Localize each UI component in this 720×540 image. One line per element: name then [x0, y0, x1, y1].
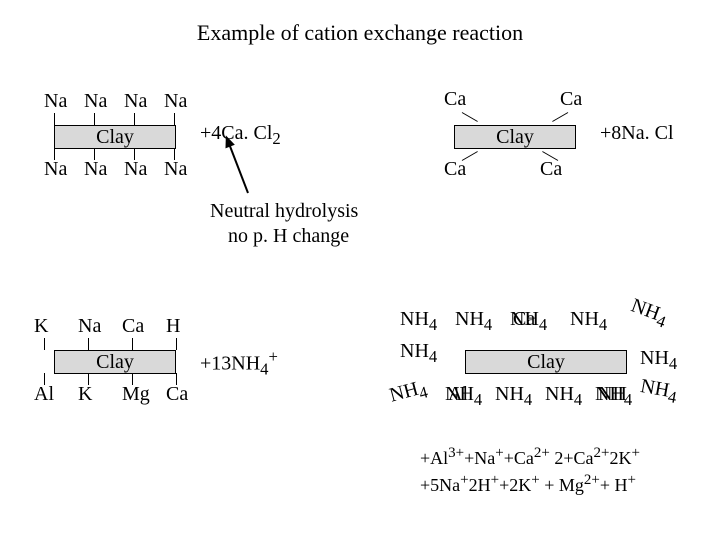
tick	[44, 373, 45, 385]
tick	[134, 148, 135, 160]
ion-label: Ca	[166, 383, 188, 406]
ion-label: Ca	[540, 158, 562, 181]
clay-box-3: Clay	[54, 350, 176, 374]
ion-label: Ca	[560, 88, 582, 111]
hydrolysis-line2: no p. H change	[228, 225, 349, 248]
tick	[176, 373, 177, 385]
nh4-label: NH4	[400, 340, 437, 367]
nh4-label: NH4	[495, 383, 532, 410]
ion-label: Na	[44, 158, 67, 181]
tick	[54, 113, 55, 125]
product-line: +5Na+2H++2K+ + Mg2++ H+	[420, 472, 636, 496]
tick	[174, 113, 175, 125]
ion-label: Na	[124, 90, 147, 113]
ion-label: Na	[164, 158, 187, 181]
nh4-label: NH4	[400, 308, 437, 335]
ion-label: H	[166, 315, 180, 338]
tick	[94, 113, 95, 125]
nh4-label: NH4	[627, 294, 671, 332]
reagent-label: +13NH4+	[200, 347, 278, 380]
nh4-label: NH4	[545, 383, 582, 410]
ion-label: K	[34, 315, 48, 338]
page-title: Example of cation exchange reaction	[0, 20, 720, 46]
ion-label: Ca	[122, 315, 144, 338]
tick	[88, 373, 89, 385]
product-line: +Al3++Na++Ca2+ 2+Ca2+2K+	[420, 445, 640, 469]
ion-label: Ca	[444, 158, 466, 181]
ion-label: K	[78, 383, 92, 406]
tick	[174, 148, 175, 160]
ion-label: Na	[84, 90, 107, 113]
ion-label: Ca	[444, 88, 466, 111]
tick	[94, 148, 95, 160]
tick	[132, 338, 133, 350]
slash	[462, 112, 478, 122]
reagent-label: +4Ca. Cl2	[200, 122, 281, 149]
nh4-label: NH4NH	[595, 383, 632, 410]
product-label: +8Na. Cl	[600, 122, 674, 145]
hydrolysis-line1: Neutral hydrolysis	[210, 200, 358, 223]
tick	[88, 338, 89, 350]
ion-label: Na	[44, 90, 67, 113]
nh4-label: NH4	[640, 347, 677, 374]
ion-label: Na	[78, 315, 101, 338]
ion-label: Na	[124, 158, 147, 181]
clay-box-2: Clay	[454, 125, 576, 149]
ion-label: Mg	[122, 383, 150, 406]
slash	[462, 151, 478, 161]
tick	[176, 338, 177, 350]
clay-box-4: Clay	[465, 350, 627, 374]
tick	[44, 338, 45, 350]
tick	[134, 113, 135, 125]
nh4-label: NH4Ca	[510, 308, 547, 335]
nh4-label: NH4	[570, 308, 607, 335]
nh4-label: NH4	[455, 308, 492, 335]
nh4-label: NH4Al	[445, 383, 482, 410]
tick	[54, 148, 55, 160]
ion-label: Al	[34, 383, 54, 406]
clay-box-1: Clay	[54, 125, 176, 149]
ion-label: Na	[164, 90, 187, 113]
nh4-label: NH4	[638, 375, 679, 408]
nh4-label: NH4	[387, 376, 430, 412]
slash	[552, 112, 568, 122]
tick	[132, 373, 133, 385]
ion-label: Na	[84, 158, 107, 181]
